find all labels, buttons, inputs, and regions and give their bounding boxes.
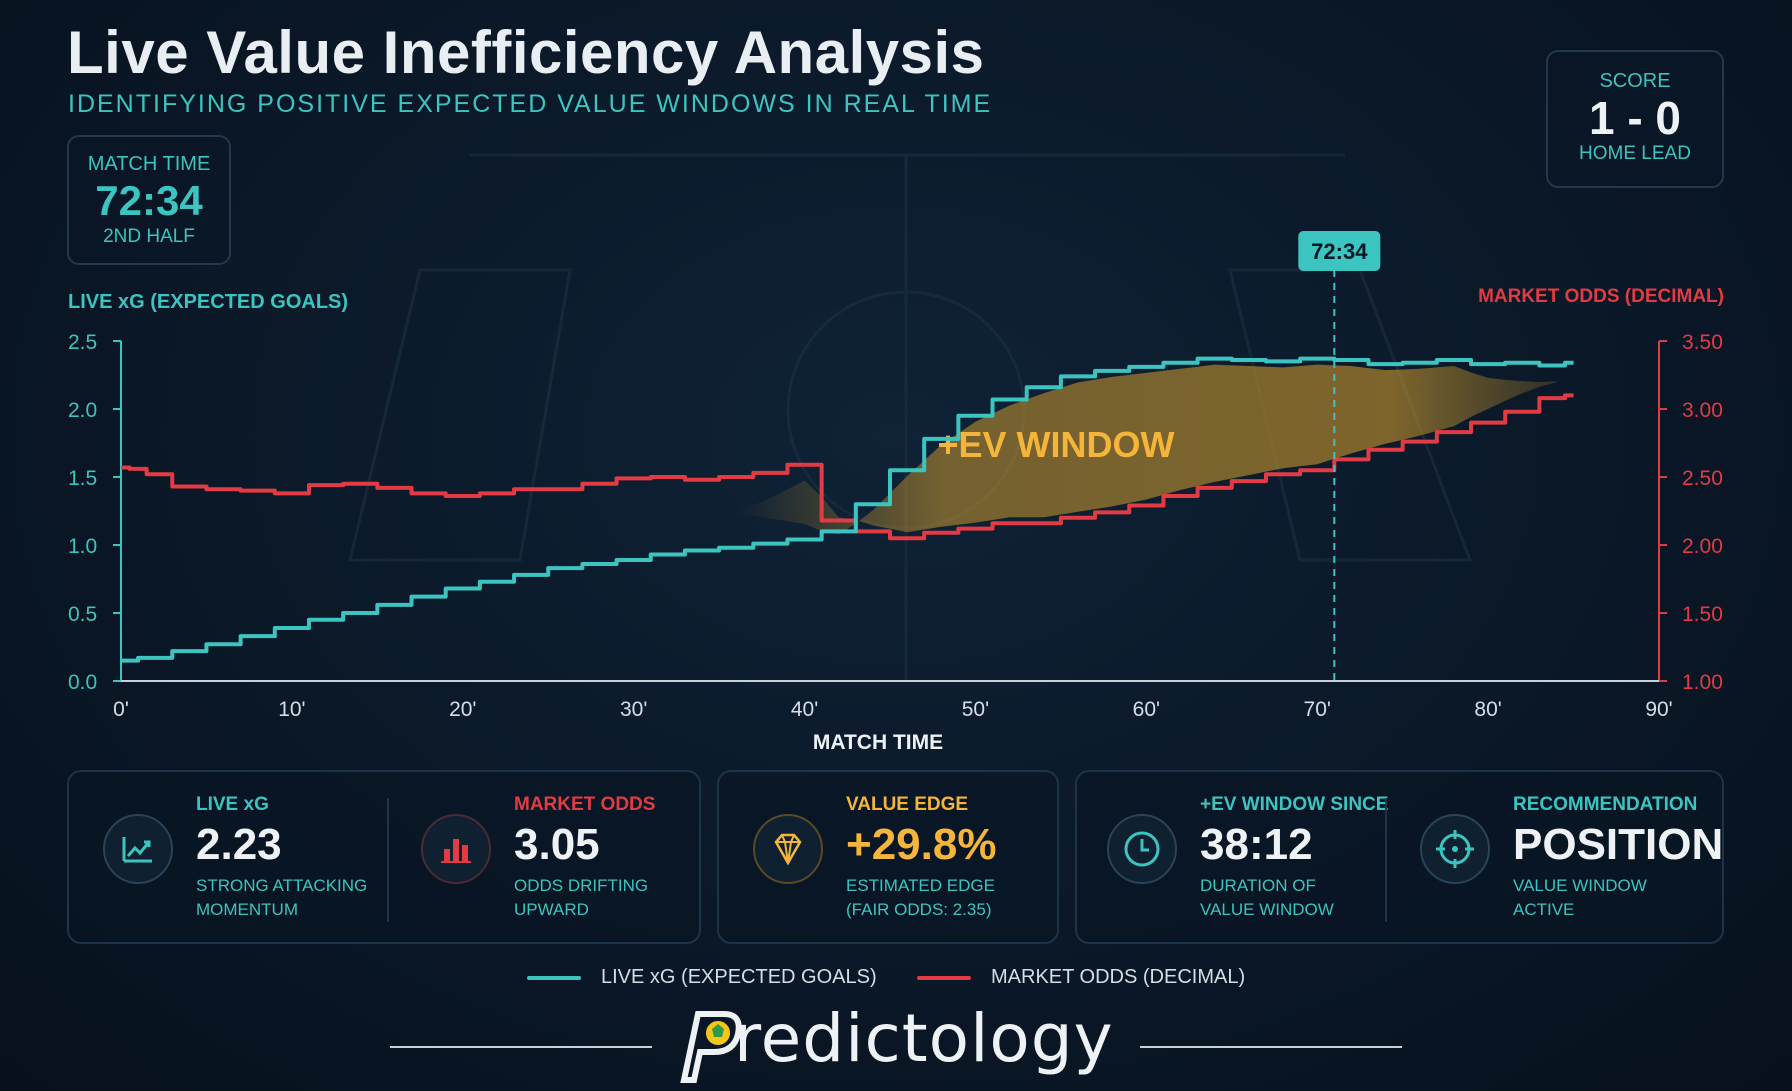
chart-labels: MATCH TIME LIVE xG (EXPECTED GOALS) MARKET… xyxy=(68,286,1724,754)
x-tick-label: 40' xyxy=(791,698,818,721)
ev-window-since-sub2: VALUE WINDOW xyxy=(1200,900,1334,919)
stat-divider xyxy=(387,798,389,922)
market-odds-label: MARKET ODDS xyxy=(514,794,656,815)
y-tick-label-left: 0.5 xyxy=(68,603,97,626)
current-time-marker: 72:34 xyxy=(1298,231,1381,681)
y-tick-label-left: 1.0 xyxy=(68,535,97,558)
brand-footer: redictology xyxy=(0,1000,1792,1084)
x-tick-label: 50' xyxy=(962,698,989,721)
ev-window-since-sub1: DURATION OF xyxy=(1200,876,1316,895)
recommendation-sub2: ACTIVE xyxy=(1513,900,1575,919)
ev-window-area: +EV WINDOW xyxy=(736,364,1557,535)
clock-icon xyxy=(1107,814,1177,884)
ev-window-fill xyxy=(736,364,1557,535)
y-tick-label-right: 2.00 xyxy=(1682,535,1723,558)
legend-label-xg: LIVE xG (EXPECTED GOALS) xyxy=(601,966,877,988)
value-edge-label: VALUE EDGE xyxy=(846,794,969,815)
x-tick-label: 80' xyxy=(1474,698,1501,721)
ev-window-label: +EV WINDOW xyxy=(937,424,1174,465)
value-edge-value: +29.8% xyxy=(846,820,997,869)
score-box: SCORE 1 - 0 HOME LEAD xyxy=(1546,50,1724,188)
y-tick-label-right: 1.00 xyxy=(1682,671,1723,694)
stat-divider xyxy=(1385,798,1387,922)
x-tick-label: 30' xyxy=(620,698,647,721)
recommendation-sub1: VALUE WINDOW xyxy=(1513,876,1647,895)
match-time-value: 72:34 xyxy=(95,177,203,224)
brand-rule-left xyxy=(390,1046,652,1048)
x-tick-label: 10' xyxy=(278,698,305,721)
y-axis-title-right: MARKET ODDS (DECIMAL) xyxy=(1478,286,1724,307)
live-xg-line xyxy=(121,356,1574,663)
bar-chart-icon xyxy=(421,814,491,884)
chart-lines xyxy=(121,356,1574,663)
y-tick-label-right: 2.50 xyxy=(1682,467,1723,490)
score-value: 1 - 0 xyxy=(1588,92,1682,144)
value-edge-sub1: ESTIMATED EDGE xyxy=(846,876,995,895)
live-xg-label: LIVE xG xyxy=(196,794,269,815)
recommendation-value: POSITION xyxy=(1513,820,1724,869)
x-tick-label: 70' xyxy=(1304,698,1331,721)
diamond-icon xyxy=(753,814,823,884)
legend-swatch-xg xyxy=(527,975,581,980)
legend-item-odds: MARKET ODDS (DECIMAL) xyxy=(917,966,1245,989)
legend-label-odds: MARKET ODDS (DECIMAL) xyxy=(991,966,1246,988)
recommendation-label: RECOMMENDATION xyxy=(1513,794,1698,815)
brand-logo-icon xyxy=(680,1011,742,1083)
market-odds-value: 3.05 xyxy=(514,820,600,869)
chart-legend: LIVE xG (EXPECTED GOALS) MARKET ODDS (DE… xyxy=(0,966,1792,996)
stats-panel-middle: VALUE EDGE +29.8% ESTIMATED EDGE (FAIR O… xyxy=(717,770,1059,944)
y-tick-label-right: 1.50 xyxy=(1682,603,1723,626)
match-period: 2ND HALF xyxy=(103,226,195,247)
ev-window-since-label: +EV WINDOW SINCE xyxy=(1200,794,1389,815)
score-label: SCORE xyxy=(1599,70,1671,92)
y-tick-label-left: 0.0 xyxy=(68,671,97,694)
y-tick-label-left: 2.0 xyxy=(68,399,97,422)
chart-axes: 0.0 0.5 1.0 1.5 2.0 2.5 1.00 1.50 2.00 2.50 3.00 3.… xyxy=(68,331,1723,721)
xg-odds-chart: 0.0 0.5 1.0 1.5 2.0 2.5 1.00 1.50 2.00 2.50 3.00 3.… xyxy=(68,153,1724,754)
x-tick-label: 90' xyxy=(1645,698,1672,721)
ev-window-since-value: 38:12 xyxy=(1200,820,1313,869)
y-tick-label-right: 3.50 xyxy=(1682,331,1723,354)
value-edge-sub2: (FAIR ODDS: 2.35) xyxy=(846,900,992,919)
y-tick-label-left: 1.5 xyxy=(68,467,97,490)
market-odds-sub1: ODDS DRIFTING xyxy=(514,876,649,895)
brand-rule-right xyxy=(1140,1046,1402,1048)
live-xg-sub2: MOMENTUM xyxy=(196,900,298,919)
x-axis-title: MATCH TIME xyxy=(813,731,943,754)
score-status: HOME LEAD xyxy=(1579,143,1691,164)
x-tick-label: 20' xyxy=(449,698,476,721)
stats-panel-left: LIVE xG 2.23 STRONG ATTACKING MOMENTUM M… xyxy=(67,770,701,944)
live-xg-sub1: STRONG ATTACKING xyxy=(196,876,368,895)
match-time-box: MATCH TIME 72:34 2ND HALF xyxy=(67,135,231,265)
y-tick-label-left: 2.5 xyxy=(68,331,97,354)
stats-panel-right: +EV WINDOW SINCE 38:12 DURATION OF VALUE… xyxy=(1075,770,1724,944)
page-title: Live Value Inefficiency Analysis xyxy=(67,19,985,86)
crosshair-icon xyxy=(1420,814,1490,884)
marker-label: 72:34 xyxy=(1311,239,1368,264)
y-tick-label-right: 3.00 xyxy=(1682,399,1723,422)
legend-swatch-odds xyxy=(917,975,971,980)
market-odds-sub2: UPWARD xyxy=(514,900,589,919)
market-odds-line xyxy=(121,393,1574,541)
page-subtitle: IDENTIFYING POSITIVE EXPECTED VALUE WIND… xyxy=(68,90,993,118)
x-tick-label: 60' xyxy=(1133,698,1160,721)
brand-name: redictology xyxy=(734,1000,1114,1077)
match-time-label: MATCH TIME xyxy=(87,153,211,175)
trend-chart-icon xyxy=(103,814,173,884)
marker-badge xyxy=(1298,231,1381,271)
legend-item-xg: LIVE xG (EXPECTED GOALS) xyxy=(527,966,877,989)
x-tick-label: 0' xyxy=(113,698,129,721)
live-xg-value: 2.23 xyxy=(196,820,282,869)
y-axis-title-left: LIVE xG (EXPECTED GOALS) xyxy=(68,291,348,313)
